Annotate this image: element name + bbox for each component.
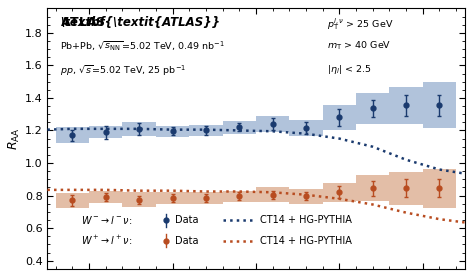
Bar: [323, 183, 356, 202]
Bar: [156, 125, 189, 137]
Text: $W^-\!\to l^-\nu$:: $W^-\!\to l^-\nu$:: [81, 214, 132, 226]
Text: Data: Data: [174, 236, 198, 246]
Bar: [390, 87, 423, 124]
Text: CT14 + HG-PYTHIA: CT14 + HG-PYTHIA: [260, 215, 352, 225]
Bar: [122, 192, 156, 207]
Bar: [390, 172, 423, 204]
Bar: [56, 127, 89, 143]
Bar: [289, 189, 323, 204]
Bar: [223, 191, 256, 202]
Y-axis label: $R_{\mathrm{AA}}$: $R_{\mathrm{AA}}$: [7, 127, 22, 150]
Bar: [423, 82, 456, 128]
Bar: [423, 169, 456, 208]
Bar: [56, 193, 89, 208]
Text: $m_{\rm T}$ > 40 GeV: $m_{\rm T}$ > 40 GeV: [327, 40, 391, 52]
Bar: [256, 187, 289, 202]
Text: $\mathbf{ATLAS}$: $\mathbf{ATLAS}$: [60, 16, 106, 29]
Text: \textbf{\textit{ATLAS}}: \textbf{\textit{ATLAS}}: [60, 16, 220, 29]
Text: $W^+\!\to l^+\nu$:: $W^+\!\to l^+\nu$:: [81, 234, 132, 247]
Bar: [356, 93, 390, 124]
Text: Pb+Pb, $\sqrt{s_{\rm NN}}$=5.02 TeV, 0.49 nb$^{-1}$: Pb+Pb, $\sqrt{s_{\rm NN}}$=5.02 TeV, 0.4…: [60, 40, 225, 53]
Bar: [122, 122, 156, 136]
Bar: [189, 192, 223, 204]
Text: $p_{\rm T}^{l,\nu}$ > 25 GeV: $p_{\rm T}^{l,\nu}$ > 25 GeV: [327, 16, 393, 32]
Bar: [256, 116, 289, 132]
Bar: [189, 125, 223, 136]
Bar: [356, 175, 390, 201]
Text: $|\eta_l|$ < 2.5: $|\eta_l|$ < 2.5: [327, 63, 372, 76]
Text: Data: Data: [174, 215, 198, 225]
Bar: [89, 126, 122, 138]
Text: CT14 + HG-PYTHIA: CT14 + HG-PYTHIA: [260, 236, 352, 246]
Bar: [223, 121, 256, 134]
Bar: [89, 192, 122, 203]
Bar: [289, 120, 323, 136]
Text: $pp$, $\sqrt{s}$=5.02 TeV, 25 pb$^{-1}$: $pp$, $\sqrt{s}$=5.02 TeV, 25 pb$^{-1}$: [60, 63, 186, 78]
Bar: [156, 192, 189, 204]
Bar: [323, 105, 356, 130]
